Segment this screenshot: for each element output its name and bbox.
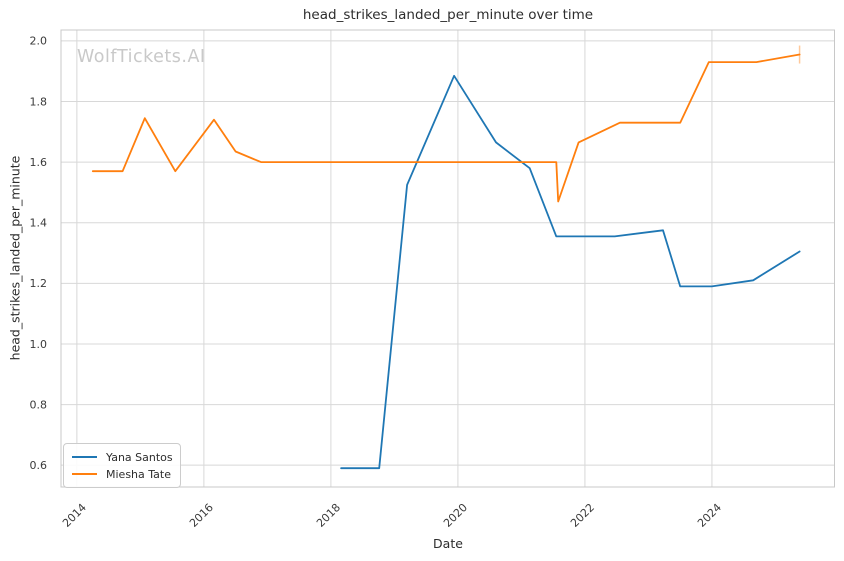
y-tick-label-1.6: 1.6 <box>30 156 48 169</box>
legend-item-yana-santos: Yana Santos <box>64 449 180 465</box>
watermark-text: WolfTickets.AI <box>77 47 206 67</box>
y-tick-label-0.6: 0.6 <box>30 459 48 472</box>
series-line-miesha-tate <box>91 53 801 203</box>
x-tick-label-2024: 2024 <box>695 501 724 530</box>
y-axis-label: head_strikes_landed_per_minute <box>7 155 23 361</box>
legend-item-miesha-tate: Miesha Tate <box>64 466 180 482</box>
legend: Yana Santos Miesha Tate <box>63 443 181 488</box>
x-tick-label-2020: 2020 <box>441 501 470 530</box>
y-tick-label-1.4: 1.4 <box>30 217 48 230</box>
x-tick-label-2016: 2016 <box>187 501 216 530</box>
x-tick-label-2018: 2018 <box>314 501 343 530</box>
y-tick-label-2: 2.0 <box>30 35 48 48</box>
plot-border <box>60 29 835 488</box>
legend-line-swatch-blue <box>72 456 97 458</box>
y-tick-label-1: 1.0 <box>30 338 48 351</box>
legend-line-swatch-orange <box>72 473 97 475</box>
legend-label: Yana Santos <box>106 450 173 464</box>
x-tick-label-2022: 2022 <box>568 501 597 530</box>
legend-label: Miesha Tate <box>106 467 171 481</box>
y-tick-label-1.2: 1.2 <box>30 277 48 290</box>
x-axis-label: Date <box>433 536 463 551</box>
y-tick-label-0.8: 0.8 <box>30 398 48 411</box>
y-tick-label-1.8: 1.8 <box>30 95 48 108</box>
series-line-yana-santos <box>340 74 801 470</box>
chart-title: head_strikes_landed_per_minute over time <box>302 7 594 23</box>
x-tick-label-2014: 2014 <box>60 501 89 530</box>
